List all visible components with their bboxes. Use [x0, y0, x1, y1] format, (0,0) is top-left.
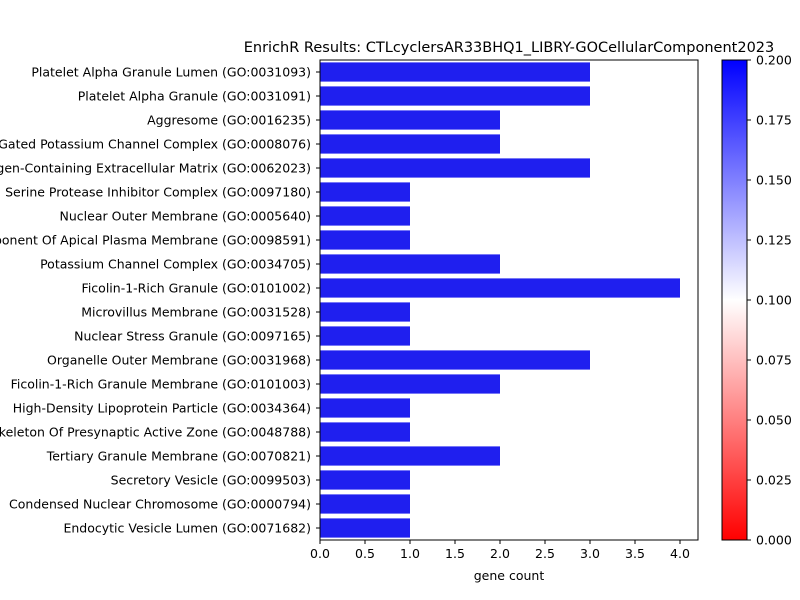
- bar: [320, 110, 500, 130]
- bar: [320, 470, 410, 490]
- y-axis-ticks: Platelet Alpha Granule Lumen (GO:0031093…: [0, 65, 320, 536]
- y-tick-label: Collagen-Containing Extracellular Matrix…: [0, 161, 311, 176]
- x-axis-label: gene count: [474, 568, 545, 583]
- bar: [320, 446, 500, 466]
- y-tick-label: Ficolin-1-Rich Granule (GO:0101002): [82, 281, 311, 296]
- y-tick-label: Potassium Channel Complex (GO:0034705): [40, 257, 311, 272]
- bar: [320, 206, 410, 226]
- y-tick-label: Tertiary Granule Membrane (GO:0070821): [46, 449, 311, 464]
- bar: [320, 350, 590, 370]
- y-tick-label: Extrinsic Component Of Apical Plasma Mem…: [0, 233, 311, 248]
- y-tick-label: Endocytic Vesicle Lumen (GO:0071682): [63, 521, 311, 536]
- colorbar-gradient: [721, 59, 748, 541]
- y-tick-label: Condensed Nuclear Chromosome (GO:0000794…: [9, 497, 311, 512]
- bar: [320, 326, 410, 346]
- colorbar-tick-label: 0.100: [756, 293, 792, 308]
- plot-frame: [319, 59, 699, 541]
- y-tick-label: Cytoskeleton Of Presynaptic Active Zone …: [0, 425, 311, 440]
- bar-series: [320, 62, 680, 538]
- bar: [320, 86, 590, 106]
- y-tick-label: Microvillus Membrane (GO:0031528): [81, 305, 311, 320]
- bar: [320, 230, 410, 250]
- bar: [320, 134, 500, 154]
- y-tick-label: Aggresome (GO:0016235): [147, 113, 311, 128]
- x-tick-label: 1.5: [445, 546, 465, 561]
- x-tick-label: 1.0: [400, 546, 420, 561]
- colorbar-tick-label: 0.125: [756, 233, 792, 248]
- bar: [320, 62, 590, 82]
- colorbar-tick-label: 0.000: [756, 533, 792, 548]
- x-tick-label: 3.5: [625, 546, 645, 561]
- bar: [320, 518, 410, 538]
- y-tick-label: Organelle Outer Membrane (GO:0031968): [47, 353, 311, 368]
- colorbar-ticks: 0.000 0.025 0.050 0.075 0.100 0.125 0.150 0.175…: [747, 53, 792, 548]
- bar: [320, 374, 500, 394]
- bar: [320, 494, 410, 514]
- y-tick-label: Ficolin-1-Rich Granule Membrane (GO:0101…: [11, 377, 311, 392]
- y-tick-label: Platelet Alpha Granule (GO:0031091): [78, 89, 311, 104]
- y-tick-label: Voltage-Gated Potassium Channel Complex …: [0, 137, 311, 152]
- bar: [320, 254, 500, 274]
- x-tick-label: 2.5: [535, 546, 555, 561]
- colorbar-tick-label: 0.175: [756, 113, 792, 128]
- y-tick-label: Serine Protease Inhibitor Complex (GO:00…: [5, 185, 311, 200]
- x-tick-label: 0.0: [310, 546, 330, 561]
- x-tick-label: 3.0: [580, 546, 600, 561]
- bar: [320, 278, 680, 298]
- y-tick-label: Nuclear Outer Membrane (GO:0005640): [60, 209, 311, 224]
- colorbar: 0.000 0.025 0.050 0.075 0.100 0.125 0.150 0.175…: [721, 53, 792, 548]
- x-tick-label: 2.0: [490, 546, 510, 561]
- y-tick-label: Platelet Alpha Granule Lumen (GO:0031093…: [31, 65, 311, 80]
- x-tick-label: 0.5: [355, 546, 375, 561]
- colorbar-tick-label: 0.200: [756, 53, 792, 68]
- bar: [320, 422, 410, 442]
- x-axis-ticks: 0.0 0.5 1.0 1.5 2.0 2.5 3.0 3.5 4.0: [310, 540, 690, 561]
- bar: [320, 158, 590, 178]
- bar: [320, 182, 410, 202]
- bar: [320, 302, 410, 322]
- bar: [320, 398, 410, 418]
- y-tick-label: Secretory Vesicle (GO:0099503): [111, 473, 311, 488]
- colorbar-tick-label: 0.025: [756, 473, 792, 488]
- chart-title: EnrichR Results: CTLcyclersAR33BHQ1_LIBR…: [244, 40, 775, 56]
- x-tick-label: 4.0: [670, 546, 690, 561]
- colorbar-tick-label: 0.050: [756, 413, 792, 428]
- colorbar-tick-label: 0.075: [756, 353, 792, 368]
- y-tick-label: Nuclear Stress Granule (GO:0097165): [74, 329, 311, 344]
- y-tick-label: High-Density Lipoprotein Particle (GO:00…: [13, 401, 311, 416]
- colorbar-tick-label: 0.150: [756, 173, 792, 188]
